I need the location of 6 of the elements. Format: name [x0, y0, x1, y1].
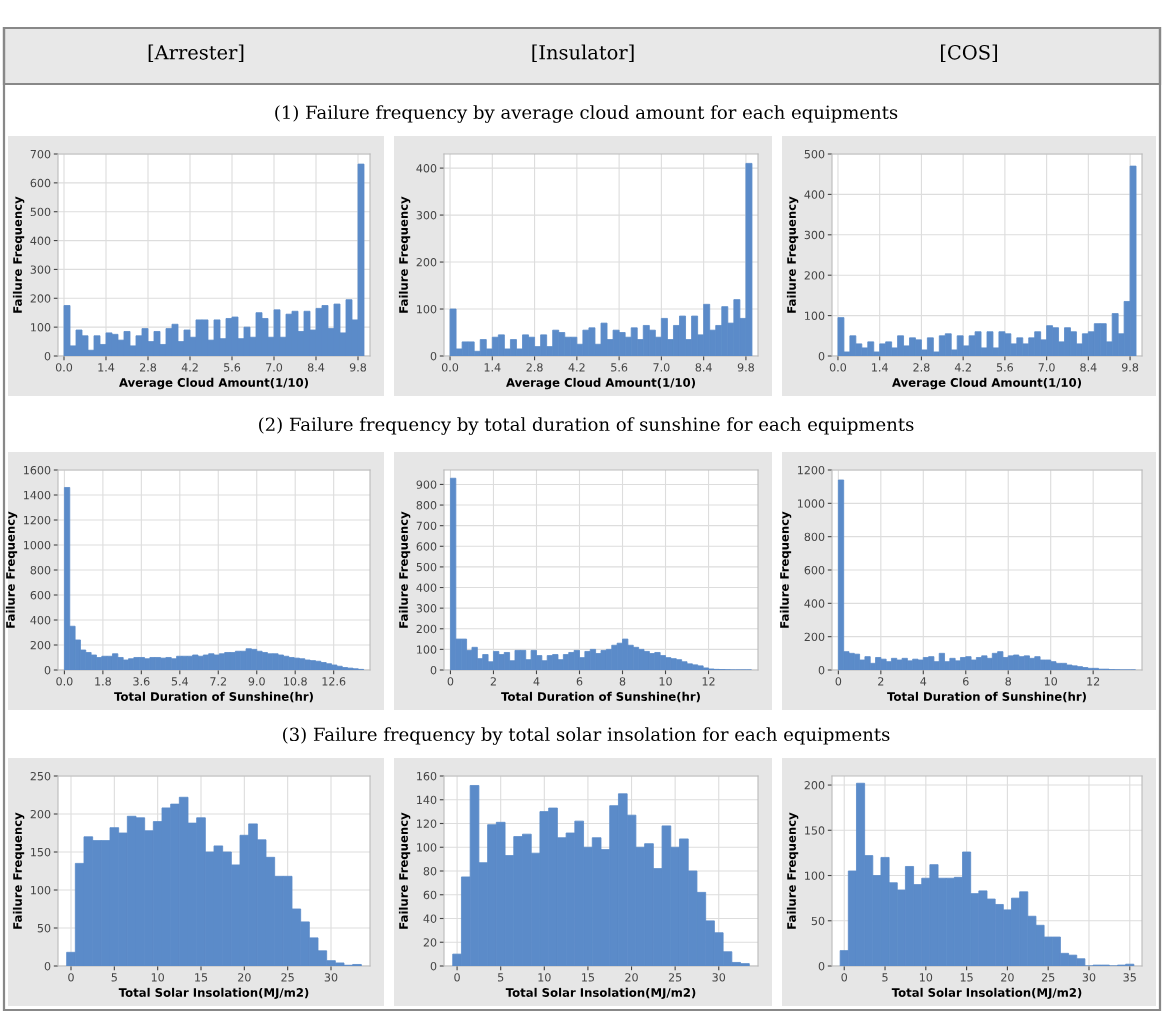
chart-title: [Arrester]	[148, 44, 244, 62]
text: (2) Failure frequency by total duration of sunshine for each equipments	[259, 417, 914, 435]
text: (1) Failure frequency by average cloud amount for each equipments	[275, 105, 898, 123]
chart-title: [Insulator]	[532, 44, 634, 62]
chart-title: [COS]	[941, 44, 997, 62]
text: (3) Failure frequency by total solar insolation for each equipments	[283, 727, 890, 745]
